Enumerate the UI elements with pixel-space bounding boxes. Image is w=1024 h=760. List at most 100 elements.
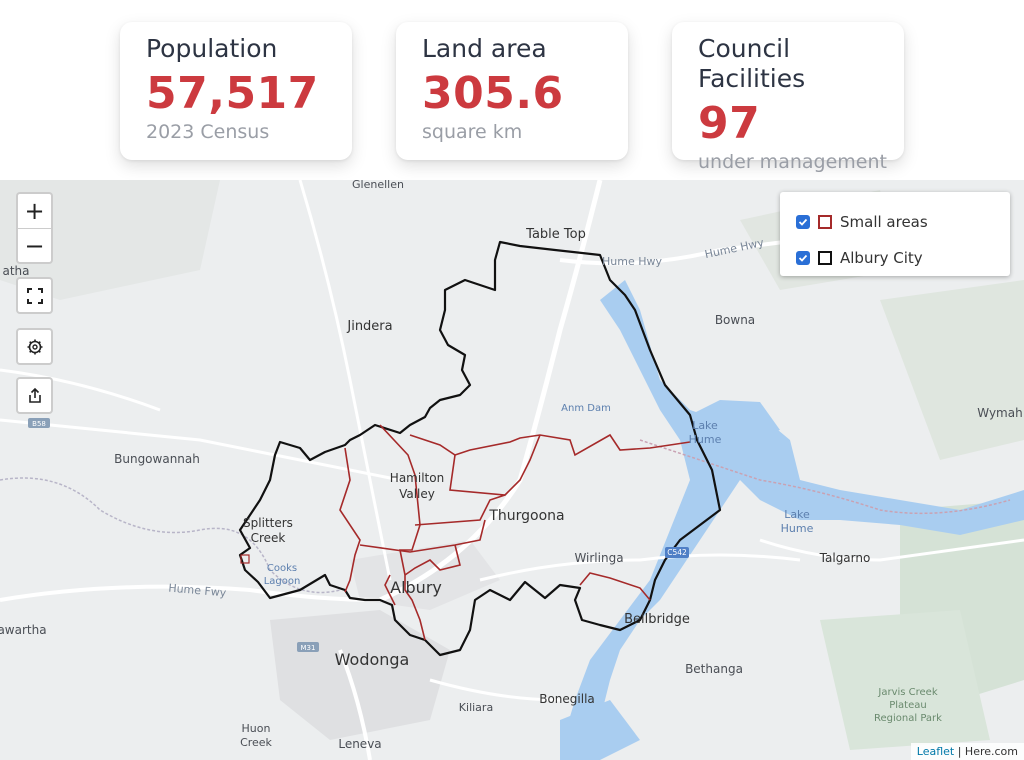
- small-area-boundary[interactable]: [240, 554, 250, 564]
- terrain-patch: [0, 180, 220, 300]
- leaflet-link[interactable]: Leaflet: [916, 745, 955, 758]
- map-view[interactable]: B58 M31 C542 Glenellen Table Top Hume Hw…: [0, 180, 1024, 760]
- share-button[interactable]: [16, 377, 53, 414]
- layer-legend: Small areas Albury City: [780, 192, 1010, 276]
- road: [0, 584, 381, 602]
- park-label: Plateau: [889, 700, 926, 711]
- legend-item-small-areas[interactable]: Small areas: [796, 204, 1010, 240]
- legend-item-albury-city[interactable]: Albury City: [796, 240, 1010, 276]
- zoom-out-button[interactable]: −: [24, 232, 45, 260]
- map-tiles[interactable]: B58 M31 C542 Glenellen Table Top Hume Hw…: [0, 180, 1024, 760]
- stat-subtitle: 2023 Census: [146, 121, 270, 143]
- park-label: Regional Park: [874, 713, 942, 724]
- place-label: Talgarno: [819, 551, 871, 565]
- place-label: Wirlinga: [574, 551, 623, 565]
- stat-label: Council Facilities: [698, 34, 806, 93]
- water-label: Lagoon: [264, 576, 301, 587]
- share-icon: [28, 387, 41, 403]
- road-badge-b58: [28, 418, 50, 428]
- place-label: atha: [2, 264, 29, 278]
- fullscreen-button[interactable]: [16, 277, 53, 314]
- road-label: Hume Hwy: [602, 255, 662, 268]
- place-label: Wymah: [977, 406, 1022, 420]
- stat-card-population: Population 57,517 2023 Census: [120, 22, 352, 160]
- place-label: Kiliara: [459, 701, 493, 714]
- small-areas-boundaries[interactable]: [339, 424, 691, 641]
- place-labels: Glenellen Table Top Hume Hwy Hume Hwy Ji…: [0, 180, 1023, 751]
- water-label: Hume: [689, 433, 722, 446]
- state-border: [0, 477, 341, 594]
- place-label: Table Top: [525, 227, 586, 242]
- river-water: [560, 700, 640, 760]
- legend-label: Albury City: [840, 249, 923, 267]
- stat-card-council-facilities: Council Facilities 97 under management: [672, 22, 904, 173]
- road: [0, 418, 401, 482]
- place-label: Bowna: [715, 313, 755, 327]
- place-label: Bellbridge: [624, 612, 690, 627]
- small-area-boundary[interactable]: [414, 494, 506, 526]
- road: [298, 180, 392, 581]
- lake-hume-arm: [680, 400, 780, 442]
- park-label: Jarvis Creek: [877, 687, 937, 698]
- legend-swatch: [818, 251, 832, 265]
- road: [0, 368, 161, 412]
- stat-subtitle: square km: [422, 121, 523, 143]
- legend-label: Small areas: [840, 213, 928, 231]
- place-label: Leneva: [338, 737, 381, 751]
- small-area-boundary[interactable]: [449, 434, 541, 496]
- small-area-boundary[interactable]: [404, 544, 461, 576]
- attribution-separator: |: [954, 745, 965, 758]
- road-badge-label: M31: [301, 644, 316, 652]
- place-label: Bungowannah: [114, 452, 200, 466]
- place-label: Splitters: [243, 516, 293, 530]
- place-label: Creek: [251, 531, 286, 545]
- road-badge-c542: [665, 547, 689, 558]
- stat-value: 305.6: [422, 68, 564, 119]
- stat-value: 97: [698, 98, 761, 149]
- place-label: Wodonga: [335, 650, 410, 669]
- place-label: Albury: [390, 578, 442, 597]
- national-park-area: [820, 610, 990, 750]
- stat-label: Population: [146, 34, 278, 63]
- road-label: Hume Fwy: [168, 582, 227, 600]
- gear-icon: [27, 339, 42, 354]
- place-label: Glenellen: [352, 180, 404, 191]
- zoom-in-button[interactable]: +: [18, 194, 51, 229]
- place-label: Valley: [399, 487, 435, 501]
- checkbox-checked[interactable]: [796, 215, 810, 229]
- small-area-boundary[interactable]: [579, 572, 651, 601]
- place-label: Bonegilla: [539, 692, 595, 706]
- zoom-control: + −: [16, 192, 53, 264]
- legend-swatch: [818, 215, 832, 229]
- place-label: Huon: [242, 722, 271, 735]
- stat-subtitle: under management: [698, 151, 887, 173]
- place-label: Anm Dam: [561, 403, 611, 414]
- stat-label: Land area: [422, 34, 547, 63]
- albury-city-boundary[interactable]: [238, 240, 722, 657]
- water-label: Hume: [781, 522, 814, 535]
- small-area-boundary[interactable]: [339, 447, 361, 593]
- road: [429, 678, 561, 702]
- hume-highway: [378, 180, 603, 603]
- road-label: Hume Hwy: [704, 236, 766, 261]
- road: [759, 538, 1024, 562]
- settings-button[interactable]: [16, 328, 53, 365]
- small-area-boundary[interactable]: [384, 574, 396, 606]
- road: [338, 649, 372, 760]
- place-label: awartha: [0, 623, 47, 637]
- place-label: Creek: [240, 736, 272, 749]
- small-area-boundary[interactable]: [409, 433, 691, 457]
- place-label: Bethanga: [685, 662, 743, 676]
- place-label: Hamilton: [390, 471, 444, 485]
- stat-value: 57,517: [146, 68, 319, 119]
- road: [479, 553, 801, 582]
- road-badge-label: C542: [667, 548, 687, 557]
- state-border: [639, 439, 1011, 515]
- checkbox-checked[interactable]: [796, 251, 810, 265]
- attribution-provider: Here.com: [964, 745, 1018, 758]
- road-badge-label: B58: [32, 420, 46, 428]
- road-badge-m31: [297, 642, 319, 652]
- water-label: Cooks: [267, 563, 297, 574]
- checkmark-icon: [798, 218, 808, 226]
- terrain-patch: [880, 280, 1024, 460]
